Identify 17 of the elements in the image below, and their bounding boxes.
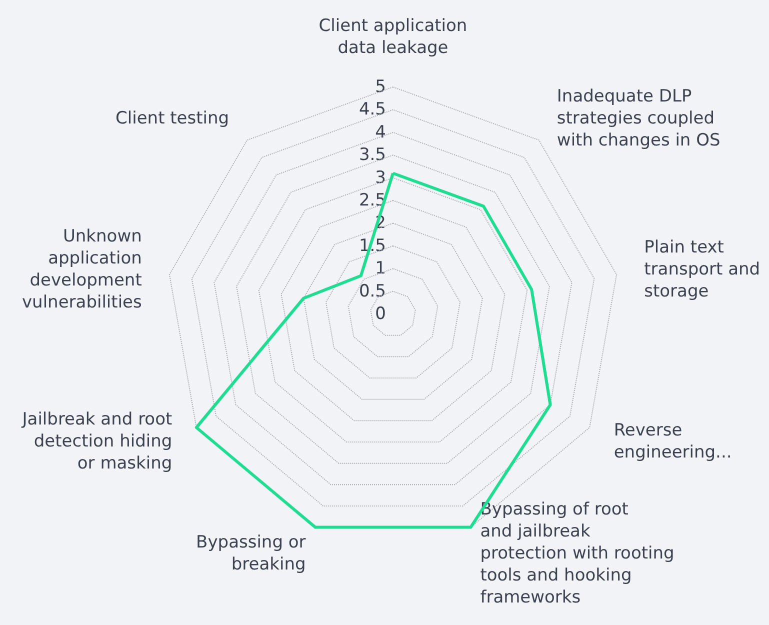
y-tick-label: 1 (375, 258, 386, 279)
spoke-label: Client application data leakage (318, 16, 468, 58)
spoke-label: Jailbreak and root detection hiding or masking (21, 410, 172, 474)
spoke-label: Reverse engineering... (614, 420, 732, 462)
y-tick-label: 4 (375, 122, 386, 142)
spoke-label: Client testing (116, 108, 230, 129)
y-tick-label: 3 (375, 168, 386, 188)
spoke-label: Inadequate DLP strategies coupled with changes in OS (556, 86, 720, 151)
spoke-label: Plain text transport and storage (644, 238, 760, 302)
y-tick-label: 4.5 (358, 100, 386, 120)
y-tick-label: 5 (375, 77, 386, 97)
y-tick-label: 0.5 (358, 281, 386, 302)
y-tick-label: 0 (375, 304, 386, 324)
spoke-label: Bypassing of root and jailbreak protection with rooting tools and hooking frameworks (480, 500, 674, 608)
spoke-label: Unknown application development vulnerabilities (22, 226, 142, 313)
y-tick-label: 3.5 (358, 145, 386, 166)
spoke-label: Bypassing or breaking (196, 532, 306, 575)
